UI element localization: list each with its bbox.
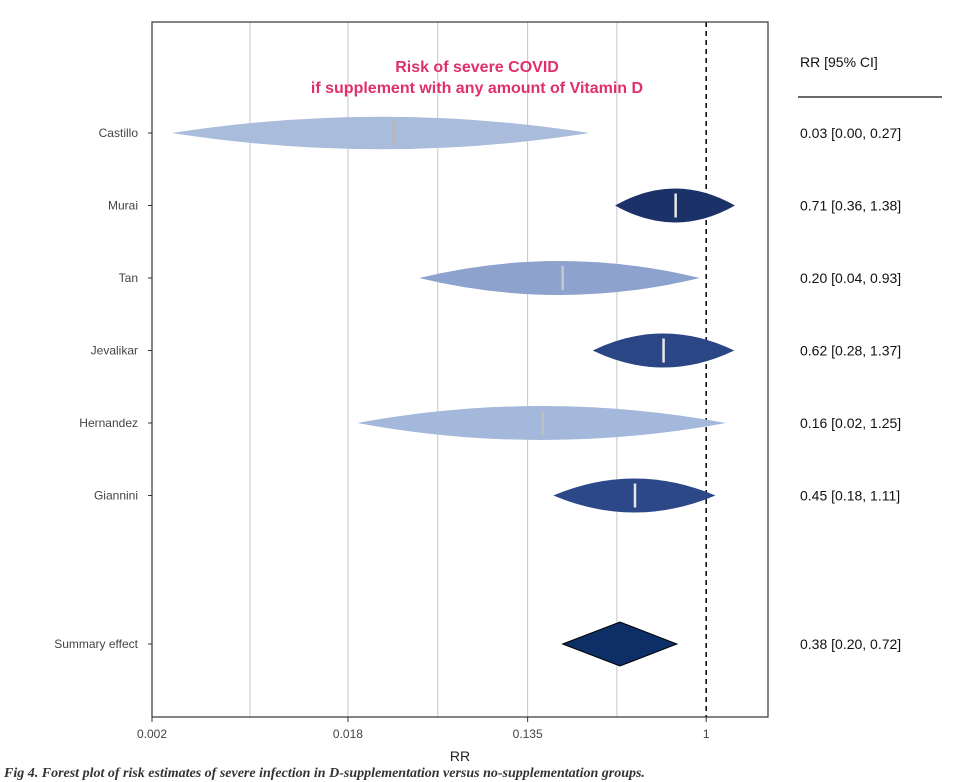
chart-title-line1: Risk of severe COVID xyxy=(395,59,559,76)
study-shape-castillo xyxy=(171,116,590,150)
x-axis-title: RR xyxy=(450,748,470,764)
study-label-giannini: Giannini xyxy=(94,489,138,503)
study-label-jevalikar: Jevalikar xyxy=(91,344,138,358)
ci-column-header: RR [95% CI] xyxy=(800,54,878,70)
forest-plot: Risk of severe COVID if supplement with a… xyxy=(54,21,942,764)
study-label-castillo: Castillo xyxy=(99,126,139,140)
ci-text-hernandez: 0.16 [0.02, 1.25] xyxy=(800,415,901,431)
figure-caption: Fig 4. Forest plot of risk estimates of … xyxy=(4,766,645,781)
study-shape-tan xyxy=(419,261,700,295)
study-label-murai: Murai xyxy=(108,199,138,213)
ci-text-giannini: 0.45 [0.18, 1.11] xyxy=(800,488,900,504)
study-label-hernandez: Hernandez xyxy=(79,416,138,430)
xtick-label-4: 1 xyxy=(703,727,710,741)
study-label-tan: Tan xyxy=(119,271,138,285)
ci-text-castillo: 0.03 [0.00, 0.27] xyxy=(800,125,901,141)
xtick-label-2: 0.018 xyxy=(333,727,363,741)
ci-text-tan: 0.20 [0.04, 0.93] xyxy=(800,270,901,286)
ci-text-jevalikar: 0.62 [0.28, 1.37] xyxy=(800,343,901,359)
chart-title-line2: if supplement with any amount of Vitamin… xyxy=(311,80,643,97)
ci-text-summary: 0.38 [0.20, 0.72] xyxy=(800,636,901,652)
xtick-label-3: 0.135 xyxy=(513,727,543,741)
plot-border xyxy=(151,21,769,718)
summary-diamond xyxy=(561,621,679,667)
xtick-label-1: 0.002 xyxy=(137,727,167,741)
summary-label: Summary effect xyxy=(54,637,138,651)
ci-text-murai: 0.71 [0.36, 1.38] xyxy=(800,198,901,214)
